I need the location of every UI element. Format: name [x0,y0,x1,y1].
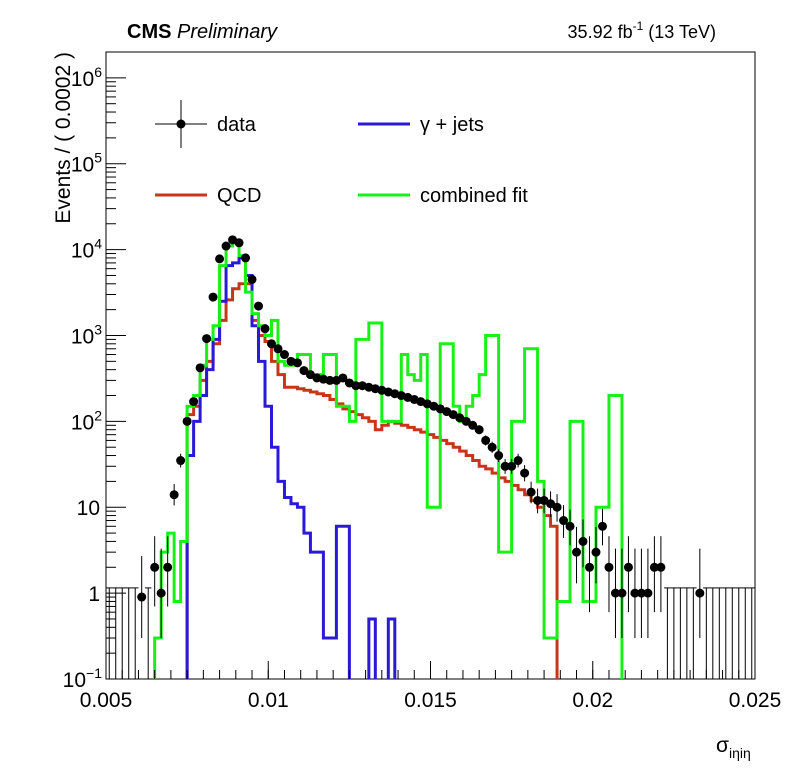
y-tick-label: 10−1 [63,665,103,692]
y-tick-label: 105 [71,150,102,177]
histograms [153,241,624,679]
data-point [623,562,633,572]
lumi-label: 35.92 fb-1 (13 TeV) [568,19,716,42]
legend-label: data [217,114,257,136]
data-point [150,562,160,572]
data-point [520,468,530,478]
legend-label: combined fit [420,185,528,207]
data-point [461,416,471,426]
x-tick-label: 0.005 [80,689,133,712]
y-tick-label: 106 [71,64,102,91]
data-point [234,238,244,248]
y-tick-label: 102 [71,407,102,434]
data-point [494,451,504,461]
data-point [351,381,361,391]
data-point [208,292,218,302]
data-point [202,334,212,344]
data-point [597,521,607,531]
data-point [513,456,523,466]
data-point [559,516,569,526]
data-point [247,274,257,284]
legend-entry: γ + jets [358,114,484,136]
data-point [695,588,705,598]
cms-label: CMS Preliminary [127,21,278,43]
data-point [176,456,186,466]
data-point [137,592,147,602]
data-point [578,536,588,546]
data-point [481,435,491,445]
data-point [591,547,601,557]
data-point [299,366,309,376]
data-point [279,350,289,360]
data-point [273,344,283,354]
data-point [649,562,659,572]
data-point [156,588,166,598]
data-point [338,373,348,383]
data-point [474,425,484,435]
y-tick-label: 1 [88,583,100,606]
data-point [656,562,666,572]
status-label: Preliminary [177,21,278,43]
data-point [610,588,620,598]
data-point [507,461,517,471]
data-point [500,461,510,471]
data-point [526,487,536,497]
x-tick-label: 0.01 [248,689,289,712]
empty-bin-errors [106,587,755,679]
legend-data-marker [176,119,186,129]
data-point [254,301,264,311]
data-point [487,442,497,452]
data-point [163,562,173,572]
data-point [221,241,231,251]
data-point [169,490,179,500]
data-point [533,495,543,505]
data-point [552,502,562,512]
y-tick-label: 103 [71,321,102,348]
data-point [215,254,225,264]
x-tick-label: 0.025 [729,689,782,712]
y-axis-title: Events / ( 0.0002 ) [52,52,75,224]
data-points [137,235,705,639]
data-point [617,588,627,598]
y-tick-label: 104 [71,236,102,263]
legend: data γ + jets QCD combined fit [155,100,528,207]
experiment-name: CMS [127,21,171,43]
y-tick-label: 10 [77,497,100,520]
data-point [636,588,646,598]
qcd-histogram [185,282,559,679]
data-point [572,547,582,557]
legend-label: QCD [217,185,261,207]
data-point [565,521,575,531]
gamma-jets-histogram [185,256,397,679]
legend-entry: QCD [155,185,261,207]
x-tick-label: 0.02 [572,689,613,712]
data-point [325,375,335,385]
legend-entry: data [155,100,257,148]
data-point [643,588,653,598]
legend-entry: combined fit [358,185,528,207]
x-tick-label: 0.015 [404,689,457,712]
combined-fit-histogram [153,241,624,679]
x-axis-title: σiηiη [716,734,751,761]
data-point [189,397,199,407]
data-point [266,339,276,349]
data-point [182,416,192,426]
data-point [585,562,595,572]
data-point [292,358,302,368]
data-point [260,324,270,334]
axis-ticks: 0.005 0.01 0.015 0.02 0.025 10−1 1 10 102 103 104 1… [63,51,782,712]
data-point [604,562,614,572]
data-point [468,420,478,430]
data-point [195,363,205,373]
legend-label: γ + jets [420,114,484,136]
data-point [630,588,640,598]
data-point [241,253,251,263]
